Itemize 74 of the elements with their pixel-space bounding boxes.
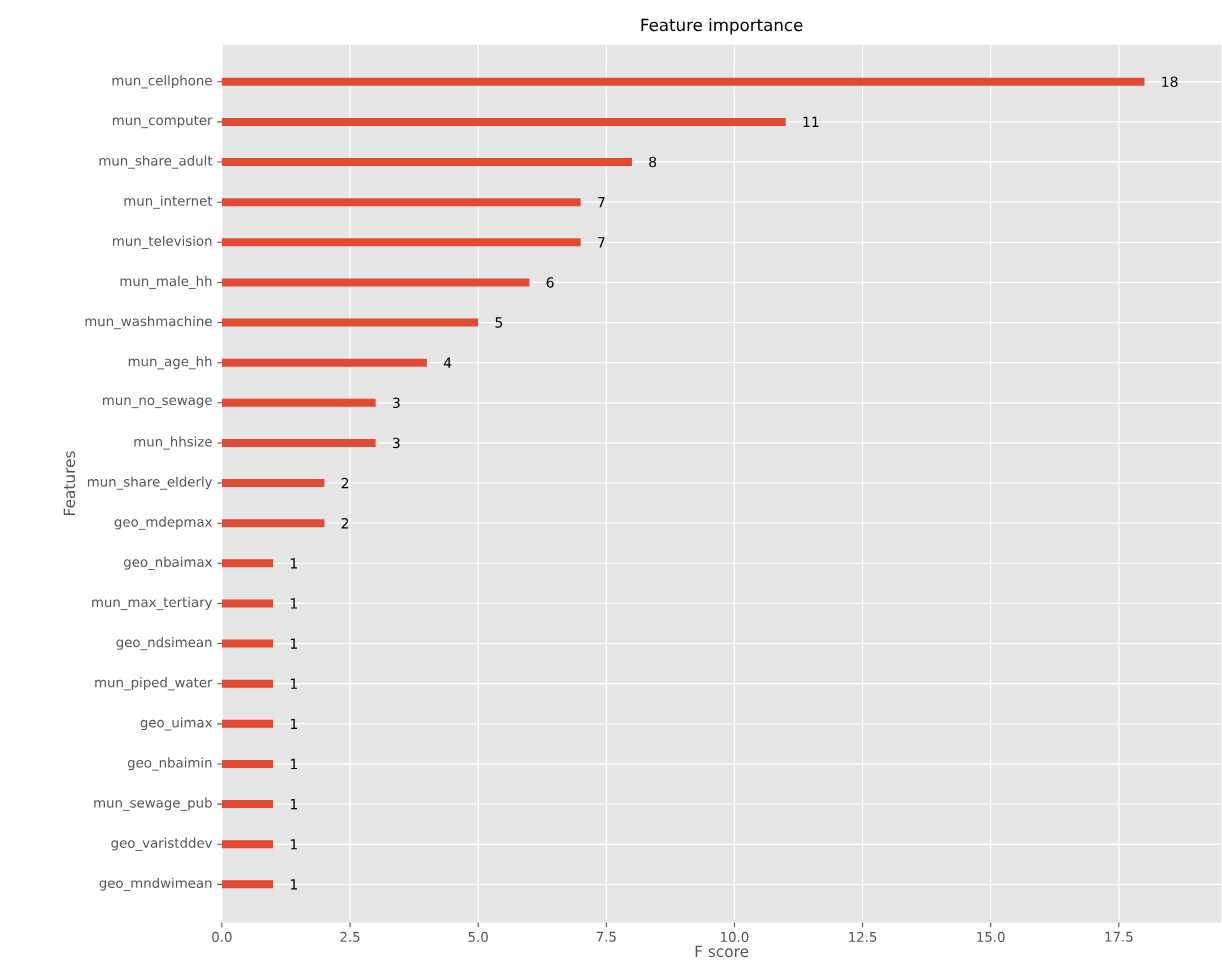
- y-tick-label: mun_piped_water: [95, 676, 213, 691]
- data-label: 1: [290, 838, 297, 850]
- data-label: 1: [290, 598, 297, 609]
- x-tick-label: 7.5: [596, 931, 616, 942]
- bar: [221, 518, 325, 527]
- data-label: 1: [290, 758, 297, 769]
- y-tick-label: mun_washmachine: [85, 315, 212, 329]
- y-axis-title: Features: [63, 451, 76, 515]
- bar: [221, 719, 274, 728]
- data-label: 1: [290, 558, 297, 569]
- bar: [221, 639, 274, 648]
- data-label: 5: [495, 317, 503, 328]
- y-tick-label: geo_nbaimax: [123, 556, 213, 570]
- data-label: 3: [392, 397, 400, 408]
- data-label: 2: [341, 477, 349, 489]
- y-tick-label: mun_sewage_pub: [94, 797, 212, 811]
- y-tick-label: geo_mdepmax: [114, 516, 213, 530]
- chart-title: Feature importance: [641, 18, 803, 35]
- y-tick-label: geo_nbaimin: [127, 757, 212, 771]
- x-tick-label: 0.0: [212, 931, 232, 942]
- y-tick-label: mun_internet: [124, 195, 213, 209]
- x-tick-label: 2.5: [340, 931, 360, 942]
- bar: [221, 799, 274, 808]
- x-tick-label: 17.5: [1105, 931, 1133, 942]
- y-tick-label: geo_ndsimean: [116, 636, 212, 650]
- data-label: 1: [290, 718, 297, 729]
- data-label: 1: [290, 638, 297, 649]
- data-label: 7: [598, 196, 605, 208]
- x-tick-label: 5.0: [468, 931, 488, 942]
- bar: [221, 278, 530, 287]
- y-tick-label: mun_television: [113, 235, 212, 249]
- bar: [221, 759, 274, 768]
- y-tick-label: mun_share_adult: [99, 155, 213, 169]
- bar: [221, 358, 427, 367]
- bar: [221, 398, 376, 407]
- y-tick-label: mun_cellphone: [112, 74, 212, 89]
- x-tick-label: 10.0: [721, 931, 749, 942]
- bar: [221, 880, 274, 889]
- data-label: 1: [290, 798, 297, 809]
- x-tick-label: 15.0: [977, 931, 1005, 942]
- bar: [221, 117, 786, 126]
- data-label: 11: [803, 116, 819, 127]
- bar: [221, 238, 581, 247]
- data-label: 2: [341, 517, 349, 529]
- bar: [221, 840, 274, 849]
- data-label: 4: [443, 357, 452, 368]
- x-axis-title: F score: [695, 945, 749, 957]
- bar: [221, 77, 1145, 86]
- data-label: 7: [598, 236, 605, 248]
- bar: [221, 157, 632, 166]
- data-label: 1: [290, 879, 297, 890]
- y-tick-label: mun_age_hh: [128, 355, 212, 370]
- y-tick-label: geo_varistddev: [111, 837, 213, 851]
- bar: [221, 559, 274, 568]
- y-tick-label: mun_no_sewage: [103, 397, 212, 408]
- bar: [221, 478, 325, 487]
- data-label: 8: [649, 156, 657, 168]
- data-label: 6: [546, 276, 554, 288]
- bar: [221, 197, 581, 206]
- data-label: 1: [290, 678, 297, 689]
- bar: [221, 438, 376, 447]
- y-tick-label: mun_max_tertiary: [92, 596, 213, 610]
- y-tick-label: geo_uimax: [140, 716, 213, 731]
- x-tick-label: 12.5: [849, 931, 877, 942]
- y-tick-label: mun_male_hh: [120, 275, 212, 289]
- bar: [221, 599, 274, 608]
- y-tick-label: mun_computer: [112, 115, 213, 128]
- data-label: 18: [1162, 76, 1178, 87]
- y-tick-label: mun_share_elderly: [87, 476, 213, 490]
- y-tick-label: mun_hhsize: [134, 436, 212, 450]
- y-tick-label: geo_mndwimean: [99, 877, 212, 891]
- data-label: 3: [392, 437, 400, 448]
- bar: [221, 679, 274, 688]
- bar: [221, 318, 479, 327]
